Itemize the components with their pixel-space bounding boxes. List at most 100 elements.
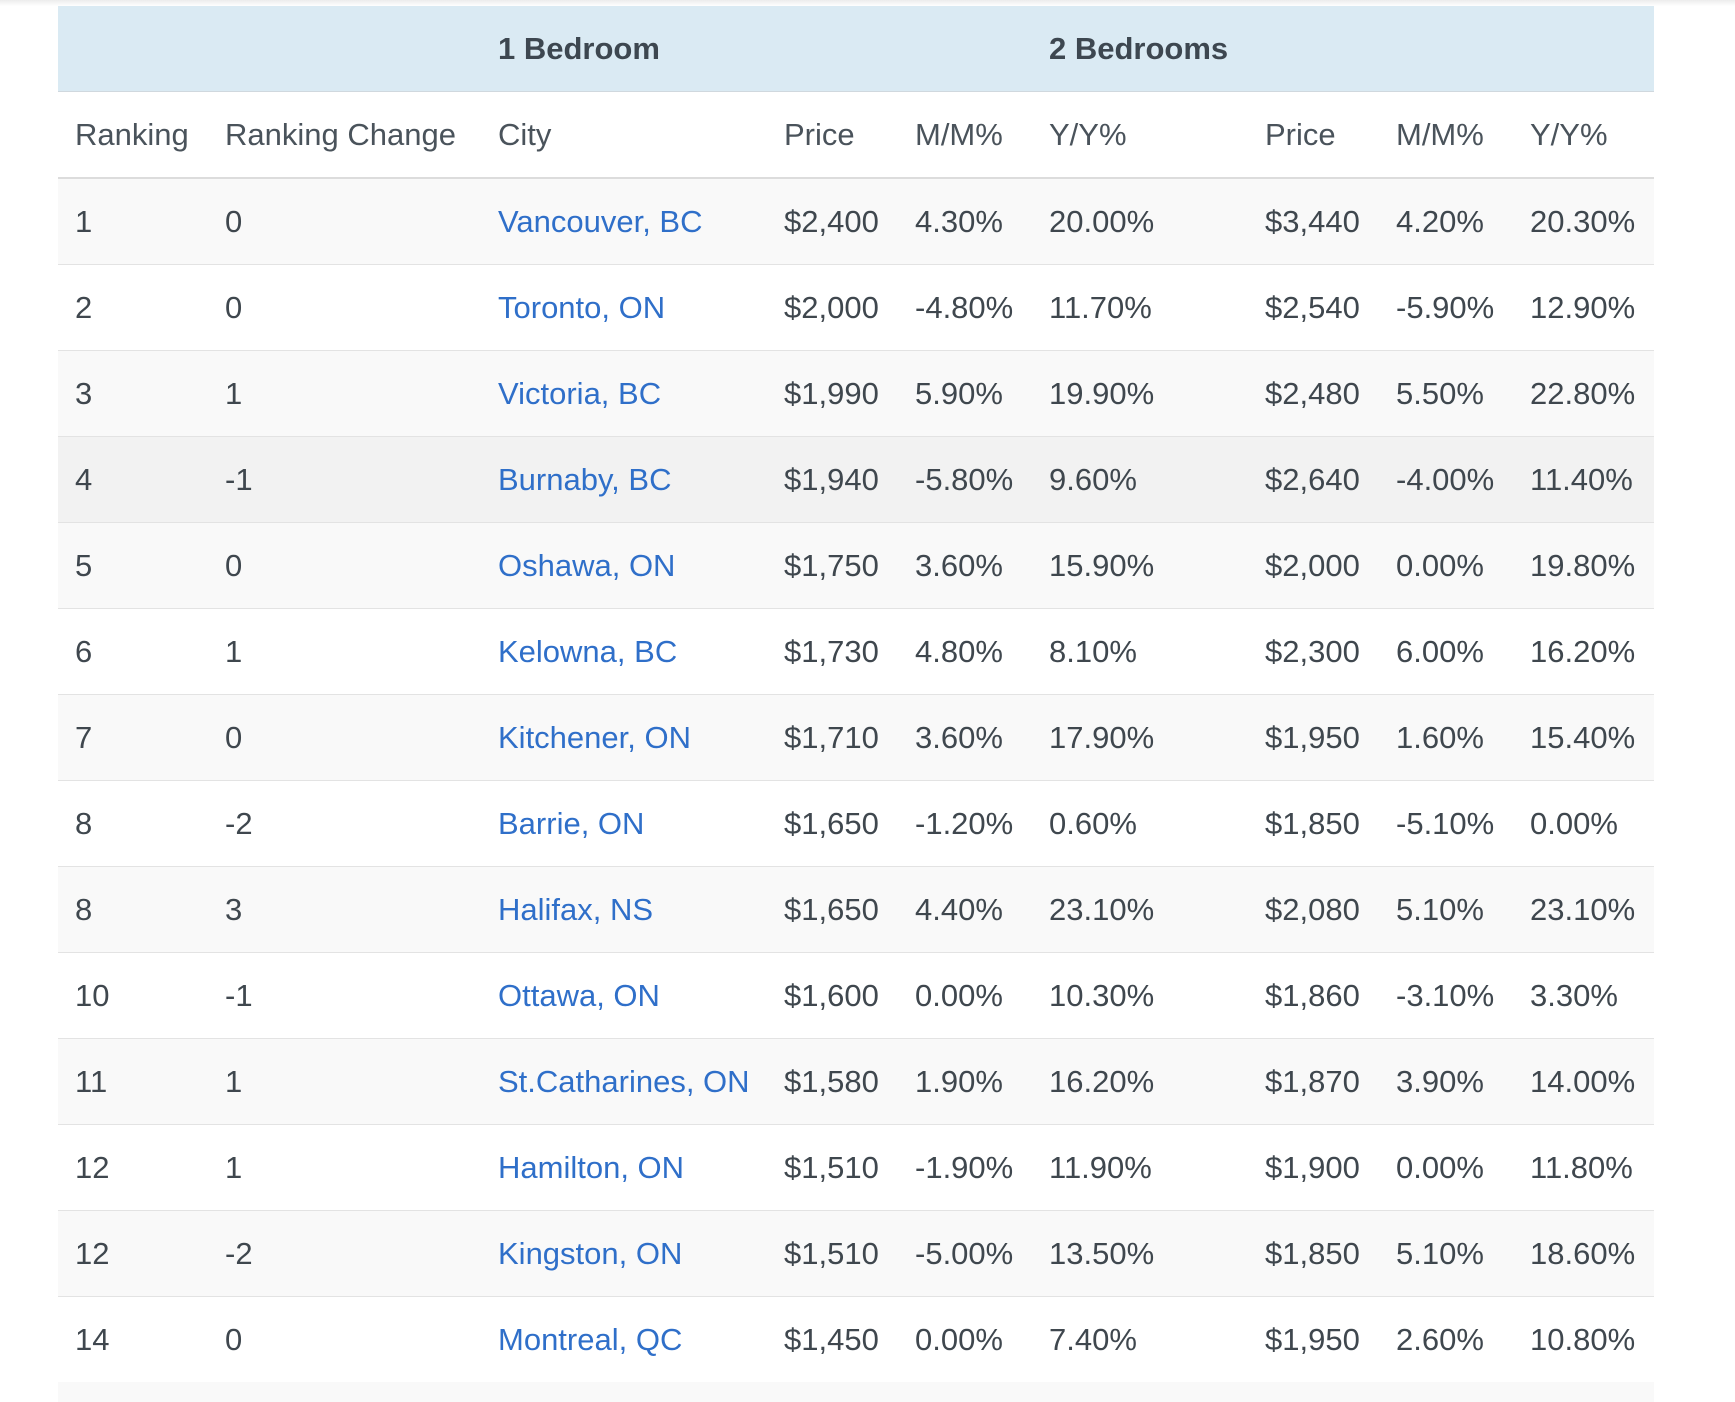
city-link[interactable]: Kitchener, ON — [498, 719, 691, 755]
cell-ranking: 8 — [58, 866, 208, 953]
cell-yy-1br: 13.50% — [1032, 1210, 1248, 1297]
cell-city: Oshawa, ON — [481, 522, 767, 609]
cell-ranking-change: 1 — [208, 608, 481, 695]
city-link[interactable]: Kingston, ON — [498, 1235, 683, 1271]
cell-city: Burnaby, BC — [481, 436, 767, 523]
cell-price-1br: $1,450 — [767, 1296, 898, 1383]
rental-ranking-table-container: 1 Bedroom 2 Bedrooms Ranking Ranking Cha… — [58, 6, 1655, 1383]
cell-ranking: 5 — [58, 522, 208, 609]
cell-ranking: 7 — [58, 694, 208, 781]
cell-mm-1br: 0.00% — [898, 1296, 1032, 1383]
cell-mm-2br: 2.60% — [1379, 1296, 1513, 1383]
cell-ranking-change: 0 — [208, 264, 481, 351]
cell-mm-2br: 5.50% — [1379, 350, 1513, 437]
cell-price-1br: $1,750 — [767, 522, 898, 609]
cell-yy-2br: 23.10% — [1513, 866, 1655, 953]
cell-mm-2br: 4.20% — [1379, 178, 1513, 265]
cell-mm-2br: -5.90% — [1379, 264, 1513, 351]
city-link[interactable]: Halifax, NS — [498, 891, 654, 927]
table-row: 6 1 Kelowna, BC $1,730 4.80% 8.10% $2,300 6.00%… — [58, 608, 1655, 695]
cell-ranking-change: -1 — [208, 952, 481, 1039]
cell-yy-2br: 3.30% — [1513, 952, 1655, 1039]
cell-price-2br: $2,000 — [1248, 522, 1379, 609]
cell-ranking-change: -2 — [208, 780, 481, 867]
table-row: 10 -1 Ottawa, ON $1,600 0.00% 10.30% $1,860 -3.… — [58, 952, 1655, 1039]
cell-ranking-change: 0 — [208, 522, 481, 609]
cell-city: Hamilton, ON — [481, 1124, 767, 1211]
city-link[interactable]: Montreal, QC — [498, 1321, 683, 1357]
cell-mm-1br: -4.80% — [898, 264, 1032, 351]
cell-city: St.Catharines, ON — [481, 1038, 767, 1125]
city-link[interactable]: Burnaby, BC — [498, 461, 672, 497]
cell-mm-1br: -1.90% — [898, 1124, 1032, 1211]
table-row: 8 3 Halifax, NS $1,650 4.40% 23.10% $2,080 5.10… — [58, 866, 1655, 953]
cell-mm-1br: 4.30% — [898, 178, 1032, 265]
city-link[interactable]: Toronto, ON — [498, 289, 666, 325]
cell-price-2br: $2,080 — [1248, 866, 1379, 953]
cell-ranking-change: 1 — [208, 1038, 481, 1125]
cell-ranking: 14 — [58, 1296, 208, 1383]
city-link[interactable]: Ottawa, ON — [498, 977, 660, 1013]
city-link[interactable]: Oshawa, ON — [498, 547, 676, 583]
rental-ranking-table: 1 Bedroom 2 Bedrooms Ranking Ranking Cha… — [58, 6, 1655, 1383]
cell-city: Vancouver, BC — [481, 178, 767, 265]
cell-city: Halifax, NS — [481, 866, 767, 953]
city-link[interactable]: Hamilton, ON — [498, 1149, 685, 1185]
cell-mm-2br: 5.10% — [1379, 866, 1513, 953]
cell-price-1br: $1,510 — [767, 1210, 898, 1297]
cell-yy-2br: 16.20% — [1513, 608, 1655, 695]
city-link[interactable]: St.Catharines, ON — [498, 1063, 750, 1099]
city-link[interactable]: Victoria, BC — [498, 375, 662, 411]
cell-city: Barrie, ON — [481, 780, 767, 867]
cell-yy-2br: 14.00% — [1513, 1038, 1655, 1125]
cell-price-2br: $1,860 — [1248, 952, 1379, 1039]
cell-price-2br: $1,850 — [1248, 780, 1379, 867]
cell-ranking-change: -1 — [208, 436, 481, 523]
cell-price-2br: $2,300 — [1248, 608, 1379, 695]
cell-price-2br: $2,540 — [1248, 264, 1379, 351]
cell-city: Kelowna, BC — [481, 608, 767, 695]
cell-price-1br: $1,710 — [767, 694, 898, 781]
column-header-yy-2br: Y/Y% — [1513, 91, 1655, 179]
table-row: 4 -1 Burnaby, BC $1,940 -5.80% 9.60% $2,640 -4.… — [58, 436, 1655, 523]
cell-yy-1br: 7.40% — [1032, 1296, 1248, 1383]
city-link[interactable]: Barrie, ON — [498, 805, 645, 841]
cell-mm-1br: 3.60% — [898, 694, 1032, 781]
cell-yy-1br: 23.10% — [1032, 866, 1248, 953]
table-row: 14 0 Montreal, QC $1,450 0.00% 7.40% $1,950 2.6… — [58, 1296, 1655, 1383]
cell-price-2br: $1,900 — [1248, 1124, 1379, 1211]
cell-yy-2br: 18.60% — [1513, 1210, 1655, 1297]
cell-city: Toronto, ON — [481, 264, 767, 351]
table-row: 5 0 Oshawa, ON $1,750 3.60% 15.90% $2,000 0.00%… — [58, 522, 1655, 609]
table-row: 1 0 Vancouver, BC $2,400 4.30% 20.00% $3,440 4.… — [58, 178, 1655, 265]
cell-ranking-change: 0 — [208, 1296, 481, 1383]
table-body: 1 0 Vancouver, BC $2,400 4.30% 20.00% $3,440 4.… — [58, 178, 1655, 1383]
column-header-ranking-change: Ranking Change — [208, 91, 481, 179]
city-link[interactable]: Kelowna, BC — [498, 633, 678, 669]
cell-price-1br: $1,650 — [767, 780, 898, 867]
next-row-partial — [58, 1382, 1654, 1402]
cell-ranking-change: 1 — [208, 350, 481, 437]
cell-ranking: 2 — [58, 264, 208, 351]
table-row: 7 0 Kitchener, ON $1,710 3.60% 17.90% $1,950 1.… — [58, 694, 1655, 781]
cell-mm-2br: 0.00% — [1379, 522, 1513, 609]
cell-ranking-change: -2 — [208, 1210, 481, 1297]
cell-price-2br: $3,440 — [1248, 178, 1379, 265]
city-link[interactable]: Vancouver, BC — [498, 203, 703, 239]
cell-mm-2br: -3.10% — [1379, 952, 1513, 1039]
cell-ranking: 10 — [58, 952, 208, 1039]
cell-mm-1br: 3.60% — [898, 522, 1032, 609]
cell-yy-1br: 19.90% — [1032, 350, 1248, 437]
cell-price-2br: $1,950 — [1248, 1296, 1379, 1383]
cell-mm-1br: 1.90% — [898, 1038, 1032, 1125]
column-header-ranking: Ranking — [58, 91, 208, 179]
column-header-price-1br: Price — [767, 91, 898, 179]
cell-city: Victoria, BC — [481, 350, 767, 437]
column-header-price-2br: Price — [1248, 91, 1379, 179]
cell-yy-2br: 22.80% — [1513, 350, 1655, 437]
cell-yy-1br: 15.90% — [1032, 522, 1248, 609]
cell-ranking-change: 3 — [208, 866, 481, 953]
cell-yy-2br: 10.80% — [1513, 1296, 1655, 1383]
column-header-city: City — [481, 91, 767, 179]
cell-mm-1br: -1.20% — [898, 780, 1032, 867]
